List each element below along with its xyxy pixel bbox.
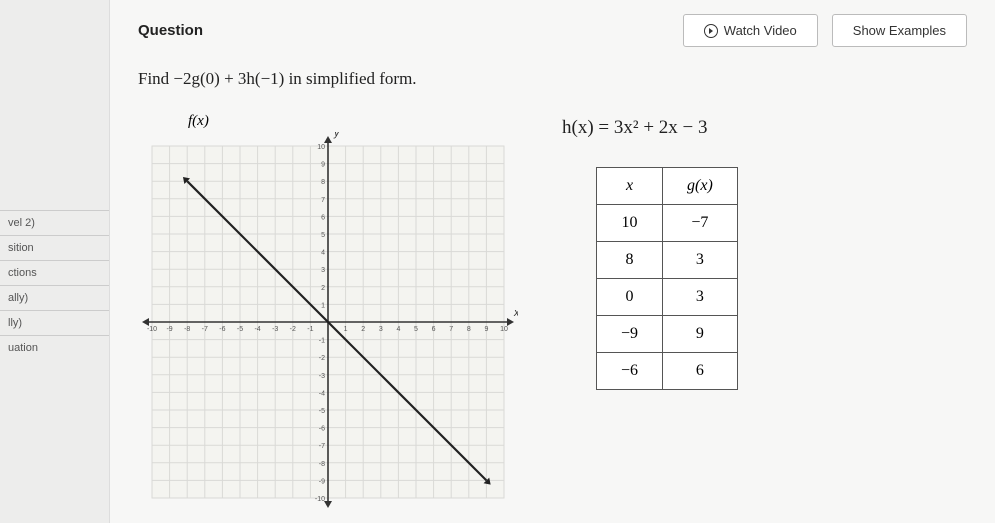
table-cell: −6: [597, 353, 663, 390]
main-content: Question Watch Video Show Examples Find …: [110, 0, 995, 523]
svg-text:-6: -6: [319, 426, 325, 433]
sidebar-item[interactable]: uation: [0, 335, 109, 360]
table-cell: 0: [597, 279, 663, 316]
svg-text:-5: -5: [319, 408, 325, 415]
svg-text:1: 1: [344, 326, 348, 333]
table-cell: 3: [663, 279, 738, 316]
svg-text:2: 2: [361, 326, 365, 333]
svg-text:-9: -9: [319, 478, 325, 485]
coordinate-graph: -10 -9 -8 -7 -6 -5 -4 -3 -2 -1 1 2 3 4 5 6 7 8 9 10 -10 -9 -8 -…: [138, 132, 518, 512]
question-heading: Question: [138, 22, 203, 39]
svg-text:3: 3: [321, 267, 325, 274]
table-cell: 9: [663, 316, 738, 353]
svg-text:9: 9: [321, 162, 325, 169]
svg-text:-2: -2: [290, 326, 296, 333]
svg-text:8: 8: [321, 179, 325, 186]
svg-text:-4: -4: [319, 390, 325, 397]
g-table: x g(x) 10 −7 8 3 0 3 −9 9: [596, 167, 738, 390]
svg-text:3: 3: [379, 326, 383, 333]
table-cell: −7: [663, 205, 738, 242]
svg-text:10: 10: [500, 326, 508, 333]
h-equation: h(x) = 3x² + 2x − 3: [562, 117, 738, 139]
svg-text:-1: -1: [319, 338, 325, 345]
table-cell: 8: [597, 242, 663, 279]
svg-text:-2: -2: [319, 355, 325, 362]
svg-text:7: 7: [449, 326, 453, 333]
svg-text:10: 10: [317, 144, 325, 151]
svg-text:-4: -4: [254, 326, 260, 333]
svg-text:-6: -6: [219, 326, 225, 333]
svg-text:-5: -5: [237, 326, 243, 333]
table-cell: 3: [663, 242, 738, 279]
svg-text:-10: -10: [315, 496, 325, 503]
svg-text:-8: -8: [319, 461, 325, 468]
svg-text:-7: -7: [202, 326, 208, 333]
svg-text:4: 4: [396, 326, 400, 333]
svg-text:8: 8: [467, 326, 471, 333]
sidebar-item[interactable]: sition: [0, 235, 109, 260]
sidebar-item[interactable]: vel 2): [0, 210, 109, 235]
svg-text:4: 4: [321, 250, 325, 257]
sidebar-item[interactable]: ally): [0, 285, 109, 310]
watch-video-button[interactable]: Watch Video: [683, 14, 818, 47]
question-prompt: Find −2g(0) + 3h(−1) in simplified form.: [138, 69, 967, 89]
table-row: 8 3: [597, 242, 738, 279]
table-cell: −9: [597, 316, 663, 353]
svg-text:-8: -8: [184, 326, 190, 333]
svg-text:7: 7: [321, 197, 325, 204]
watch-video-label: Watch Video: [724, 23, 797, 38]
svg-text:-1: -1: [307, 326, 313, 333]
svg-text:5: 5: [414, 326, 418, 333]
table-cell: 6: [663, 353, 738, 390]
show-examples-label: Show Examples: [853, 23, 946, 38]
sidebar-item[interactable]: lly): [0, 310, 109, 335]
svg-text:-3: -3: [272, 326, 278, 333]
play-icon: [704, 24, 718, 38]
table-header-gx: g(x): [663, 168, 738, 205]
right-column: h(x) = 3x² + 2x − 3 x g(x) 10 −7 8 3 0 3: [562, 113, 738, 390]
svg-text:6: 6: [432, 326, 436, 333]
svg-text:5: 5: [321, 232, 325, 239]
table-row: 10 −7: [597, 205, 738, 242]
table-row: −9 9: [597, 316, 738, 353]
svg-text:2: 2: [321, 285, 325, 292]
svg-text:-7: -7: [319, 443, 325, 450]
f-label: f(x): [188, 113, 518, 130]
svg-text:y: y: [333, 132, 341, 139]
svg-text:1: 1: [321, 302, 325, 309]
table-row: 0 3: [597, 279, 738, 316]
table-header-x: x: [597, 168, 663, 205]
table-cell: 10: [597, 205, 663, 242]
topbar: Question Watch Video Show Examples: [138, 14, 967, 47]
svg-text:-10: -10: [147, 326, 157, 333]
svg-text:x: x: [513, 307, 518, 319]
svg-text:-9: -9: [166, 326, 172, 333]
svg-text:-3: -3: [319, 373, 325, 380]
show-examples-button[interactable]: Show Examples: [832, 14, 967, 47]
sidebar: vel 2) sition ctions ally) lly) uation: [0, 0, 110, 523]
svg-text:6: 6: [321, 214, 325, 221]
table-row: −6 6: [597, 353, 738, 390]
sidebar-item[interactable]: ctions: [0, 260, 109, 285]
svg-text:9: 9: [484, 326, 488, 333]
graph-region: f(x) -10-9-8-7-6-5-4-3-2-112345678910-10…: [138, 113, 518, 512]
